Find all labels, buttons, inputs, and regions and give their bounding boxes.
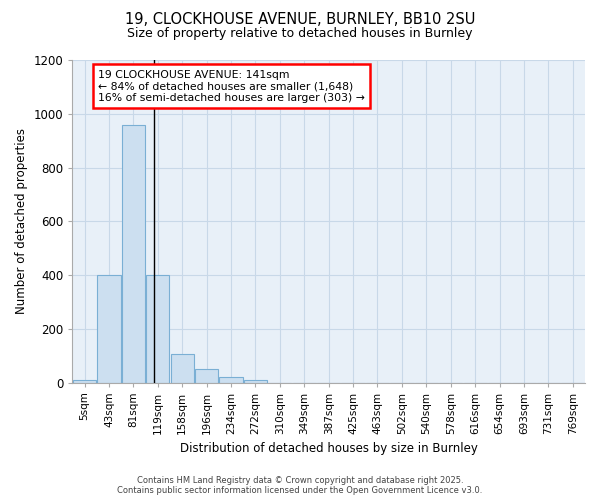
X-axis label: Distribution of detached houses by size in Burnley: Distribution of detached houses by size … xyxy=(180,442,478,455)
Bar xyxy=(73,380,96,382)
Bar xyxy=(220,377,242,382)
Text: 19, CLOCKHOUSE AVENUE, BURNLEY, BB10 2SU: 19, CLOCKHOUSE AVENUE, BURNLEY, BB10 2SU xyxy=(125,12,475,28)
Bar xyxy=(244,380,267,382)
Text: Size of property relative to detached houses in Burnley: Size of property relative to detached ho… xyxy=(127,28,473,40)
Text: 19 CLOCKHOUSE AVENUE: 141sqm
← 84% of detached houses are smaller (1,648)
16% of: 19 CLOCKHOUSE AVENUE: 141sqm ← 84% of de… xyxy=(98,70,365,103)
Bar xyxy=(195,369,218,382)
Text: Contains HM Land Registry data © Crown copyright and database right 2025.
Contai: Contains HM Land Registry data © Crown c… xyxy=(118,476,482,495)
Bar xyxy=(146,275,169,382)
Bar xyxy=(97,275,121,382)
Bar xyxy=(122,124,145,382)
Bar xyxy=(170,354,194,382)
Y-axis label: Number of detached properties: Number of detached properties xyxy=(15,128,28,314)
